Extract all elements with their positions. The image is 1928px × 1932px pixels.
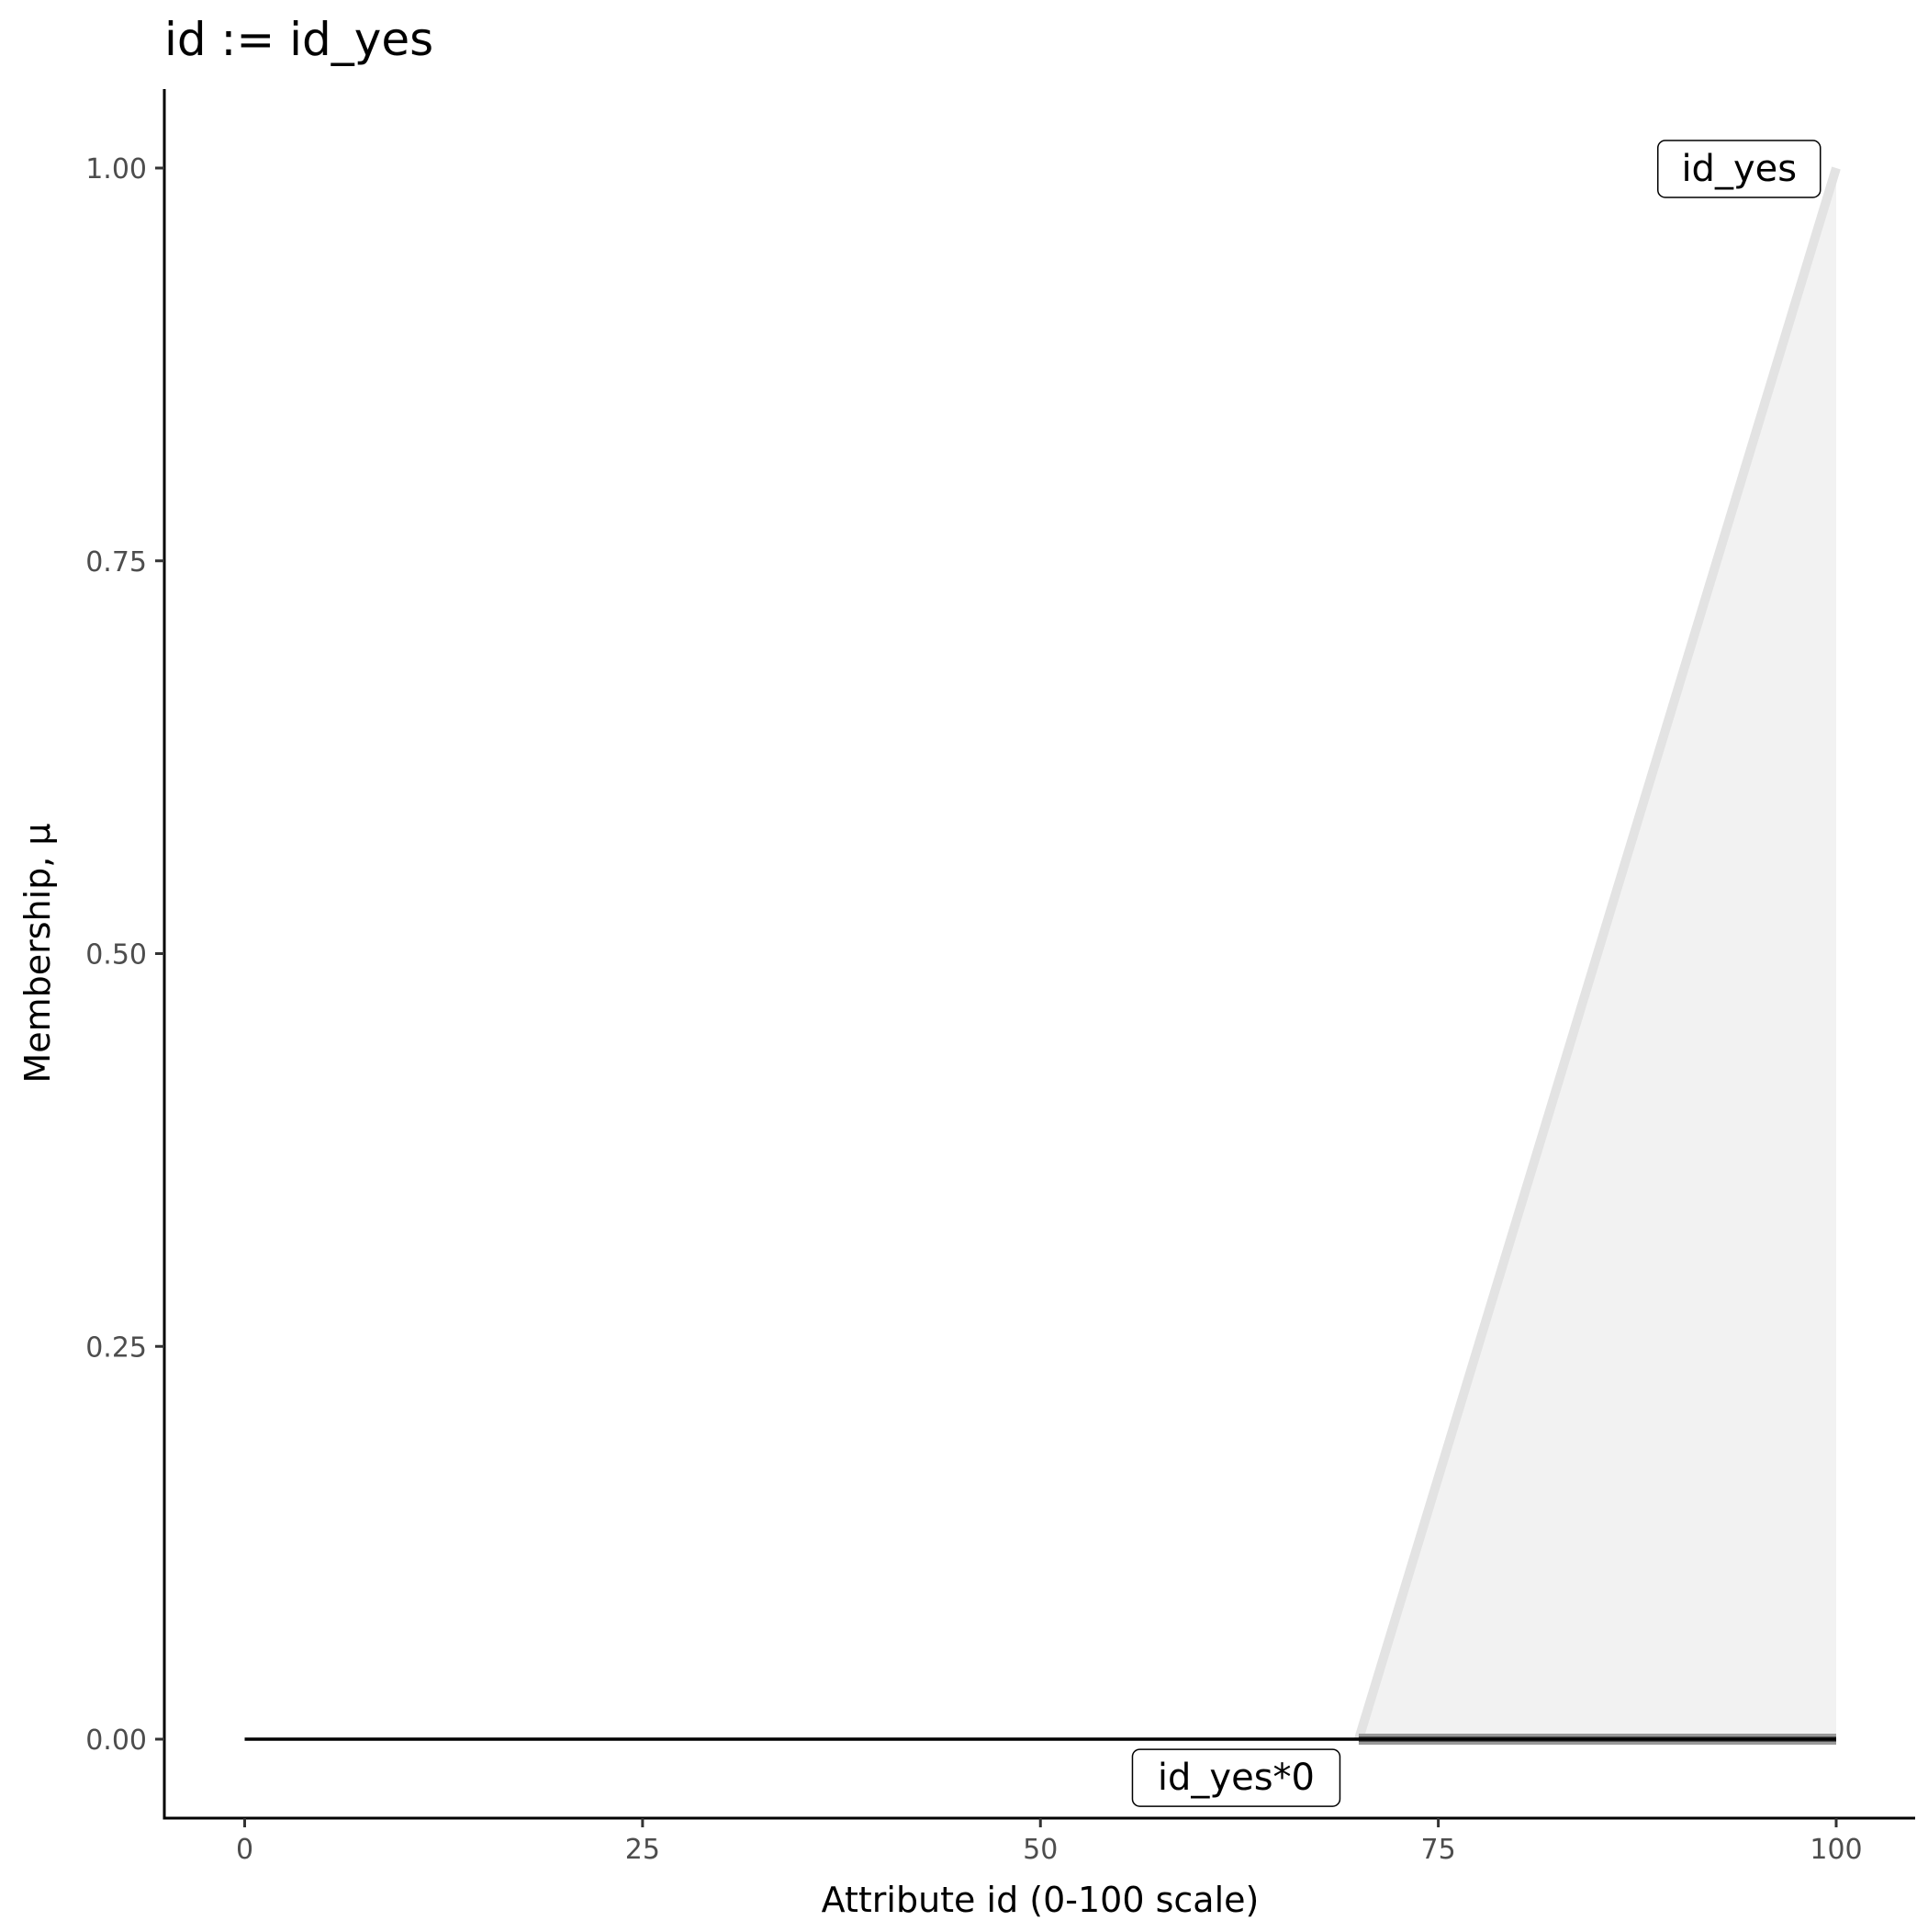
annotation-box — [1657, 140, 1822, 198]
annotation-text: id_yes — [1681, 148, 1797, 190]
y-tick-label: 0.50 — [85, 939, 147, 972]
x-axis-label: Attribute id (0-100 scale) — [822, 1880, 1260, 1920]
y-axis-label: Membership, μ — [17, 823, 58, 1083]
annotation-box — [1131, 1748, 1341, 1807]
id-yes-line — [1354, 166, 1841, 1741]
y-tick-label: 0.25 — [85, 1331, 147, 1364]
chart-title: id := id_yes — [164, 13, 433, 66]
x-tick-label: 25 — [625, 1834, 660, 1866]
annotation-label: id_yes*0 — [1131, 1748, 1341, 1807]
x-tick-label: 100 — [1810, 1834, 1862, 1866]
annotation-label: id_yes — [1657, 140, 1822, 198]
x-tick-label: 50 — [1023, 1834, 1058, 1866]
y-tick-label: 0.75 — [85, 546, 147, 578]
y-tick-label: 1.00 — [85, 153, 147, 185]
x-tick-label: 0 — [236, 1834, 253, 1866]
y-tick-label: 0.00 — [85, 1724, 147, 1757]
x-tick-label: 75 — [1421, 1834, 1456, 1866]
annotation-text: id_yes*0 — [1158, 1757, 1315, 1799]
